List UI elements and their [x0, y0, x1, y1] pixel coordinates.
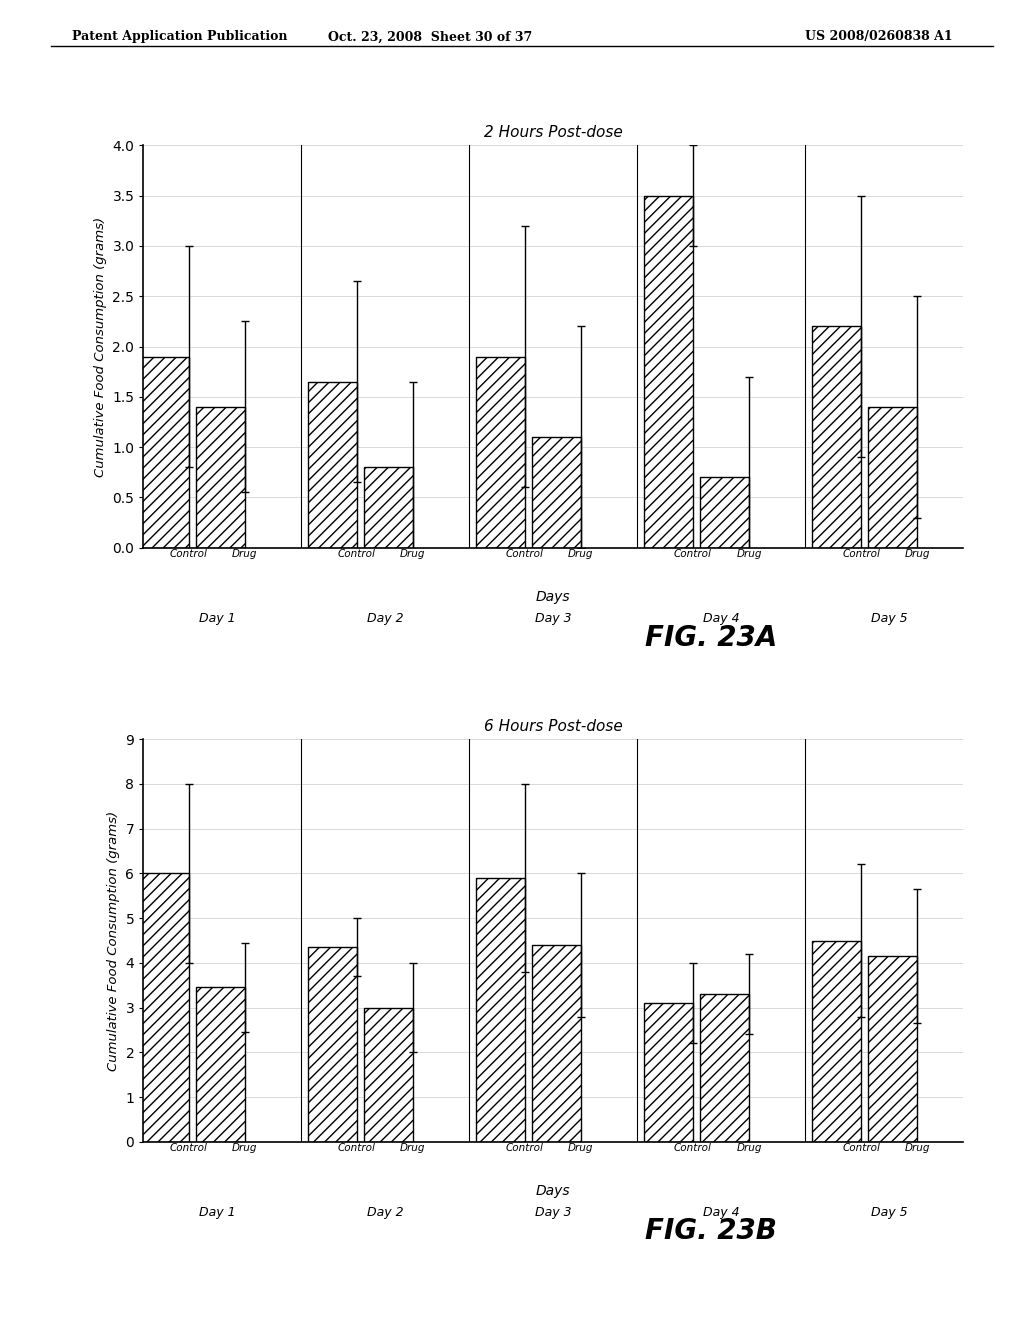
Bar	[476, 878, 525, 1142]
Text: Day 5: Day 5	[870, 612, 907, 626]
Bar	[812, 940, 861, 1142]
Bar	[364, 467, 413, 548]
Text: Patent Application Publication: Patent Application Publication	[72, 30, 287, 44]
Bar	[644, 1003, 693, 1142]
Bar	[140, 356, 188, 548]
Text: Day 1: Day 1	[199, 612, 236, 626]
Y-axis label: Cumulative Food Consumption (grams): Cumulative Food Consumption (grams)	[94, 216, 106, 477]
Bar	[196, 987, 245, 1142]
Bar	[364, 1007, 413, 1142]
Text: Day 3: Day 3	[535, 612, 571, 626]
Text: US 2008/0260838 A1: US 2008/0260838 A1	[805, 30, 952, 44]
Bar	[868, 956, 918, 1142]
Title: 2 Hours Post-dose: 2 Hours Post-dose	[483, 125, 623, 140]
Bar	[308, 381, 357, 548]
Bar	[644, 195, 693, 548]
Text: Day 4: Day 4	[702, 612, 739, 626]
Text: Day 2: Day 2	[367, 1206, 403, 1220]
Text: Day 4: Day 4	[702, 1206, 739, 1220]
Bar	[308, 948, 357, 1142]
Bar	[531, 437, 581, 548]
Text: FIG. 23B: FIG. 23B	[645, 1217, 777, 1245]
X-axis label: Days: Days	[536, 590, 570, 603]
Title: 6 Hours Post-dose: 6 Hours Post-dose	[483, 719, 623, 734]
Bar	[700, 478, 749, 548]
Bar	[812, 326, 861, 548]
Bar	[196, 407, 245, 548]
Bar	[476, 356, 525, 548]
Text: Oct. 23, 2008  Sheet 30 of 37: Oct. 23, 2008 Sheet 30 of 37	[328, 30, 532, 44]
Text: Day 1: Day 1	[199, 1206, 236, 1220]
Y-axis label: Cumulative Food Consumption (grams): Cumulative Food Consumption (grams)	[106, 810, 120, 1071]
Bar	[700, 994, 749, 1142]
Bar	[531, 945, 581, 1142]
Bar	[868, 407, 918, 548]
Text: FIG. 23A: FIG. 23A	[645, 624, 777, 652]
Text: Day 3: Day 3	[535, 1206, 571, 1220]
Bar	[140, 874, 188, 1142]
Text: Day 5: Day 5	[870, 1206, 907, 1220]
X-axis label: Days: Days	[536, 1184, 570, 1197]
Text: Day 2: Day 2	[367, 612, 403, 626]
